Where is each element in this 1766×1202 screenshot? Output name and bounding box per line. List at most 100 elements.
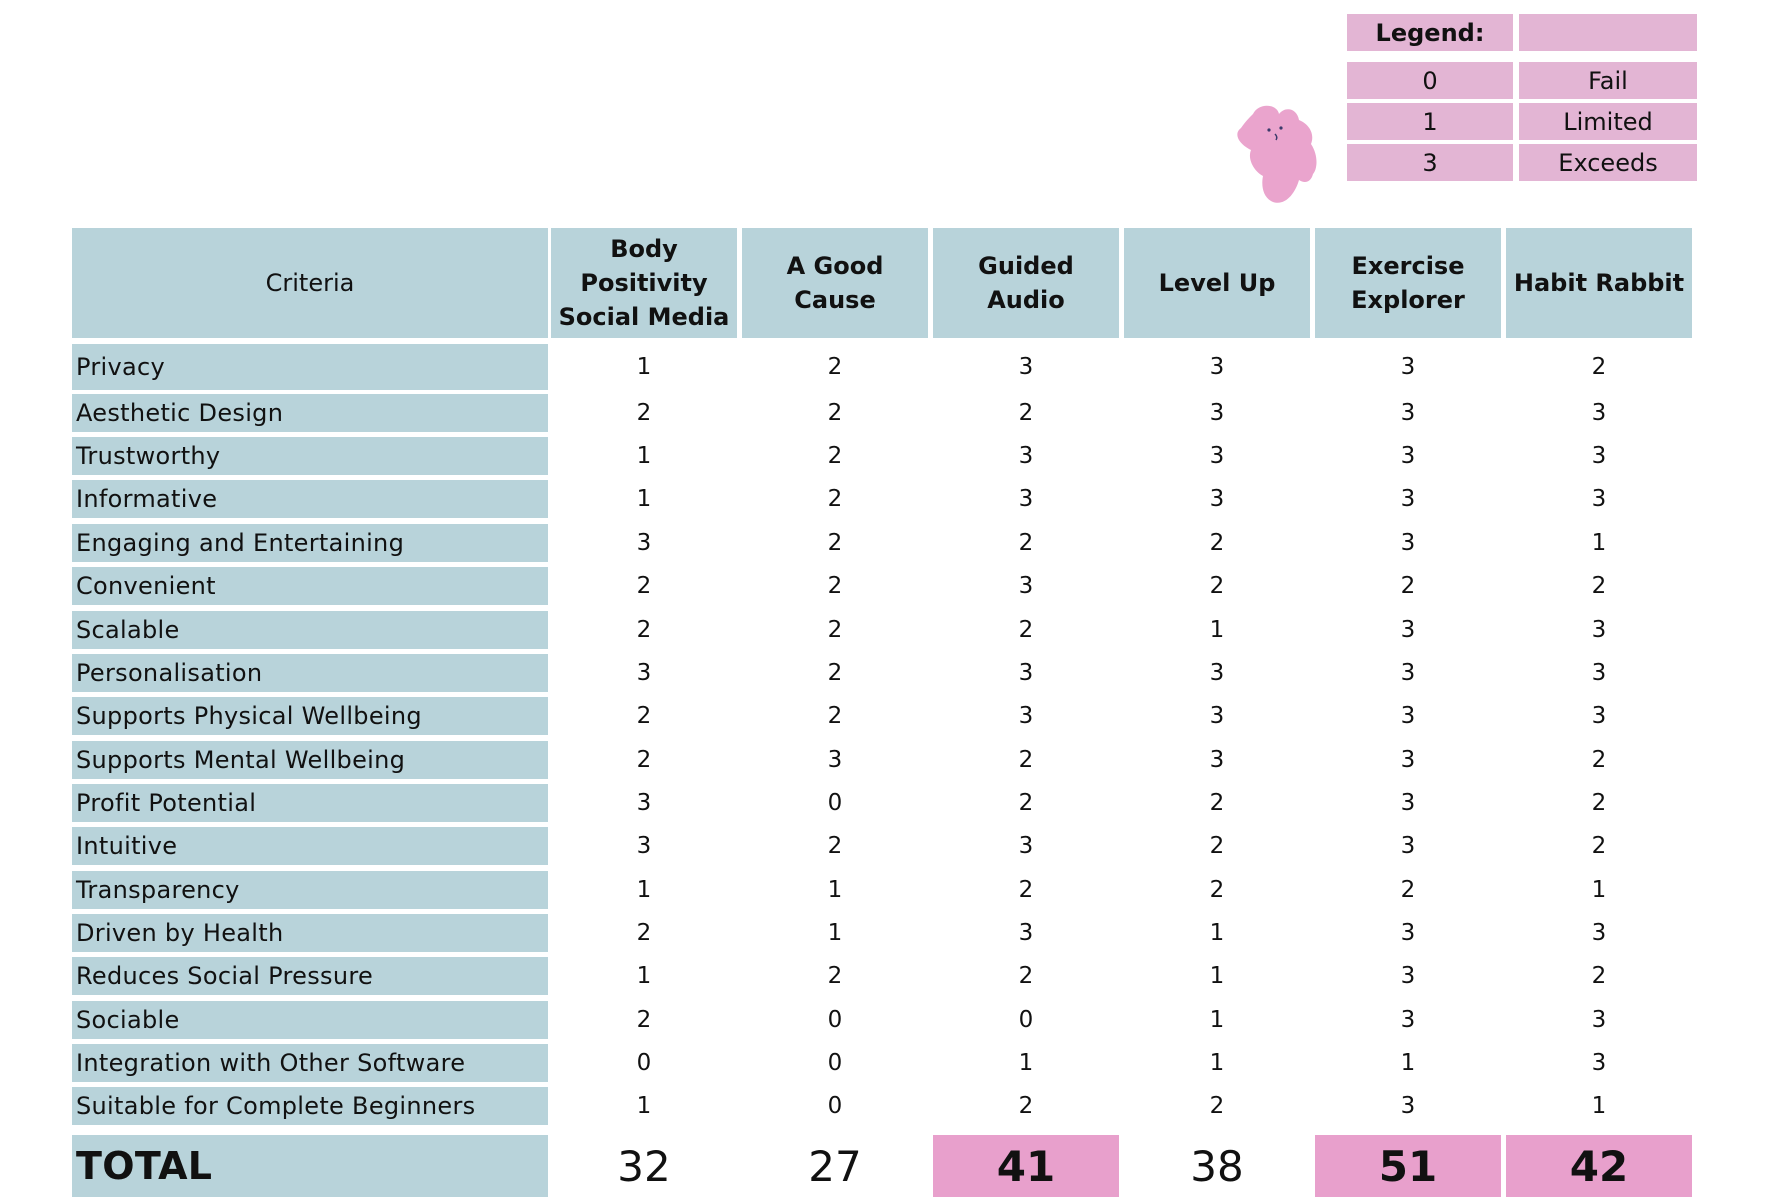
score-cell: 3 [1591, 1007, 1607, 1033]
score-cell: 1 [636, 443, 652, 469]
score-cell: 2 [1018, 617, 1034, 643]
score-cell: 2 [827, 573, 843, 599]
total-cell: 42 [1506, 1135, 1692, 1197]
score-cell: 3 [1209, 486, 1225, 512]
row-criterion-label: Aesthetic Design [72, 394, 548, 432]
score-cell: 3 [1400, 963, 1416, 989]
score-cell: 3 [1591, 1050, 1607, 1076]
score-cell: 2 [636, 920, 652, 946]
score-cell: 3 [1400, 486, 1416, 512]
score-cell: 2 [1400, 877, 1416, 903]
score-cell: 2 [1591, 963, 1607, 989]
score-cell: 2 [827, 617, 843, 643]
score-cell: 3 [1018, 443, 1034, 469]
score-cell: 0 [827, 1093, 843, 1119]
total-label: TOTAL [72, 1135, 548, 1197]
column-header: Guided Audio [933, 228, 1119, 338]
score-cell: 3 [1400, 660, 1416, 686]
score-cell: 3 [1400, 1007, 1416, 1033]
score-cell: 3 [1018, 573, 1034, 599]
column-header: Body Positivity Social Media [551, 228, 737, 338]
score-cell: 2 [636, 617, 652, 643]
score-cell: 3 [1018, 354, 1034, 380]
score-cell: 2 [1018, 400, 1034, 426]
score-cell: 3 [1209, 400, 1225, 426]
legend-header-blank [1519, 14, 1697, 51]
score-cell: 2 [827, 530, 843, 556]
score-cell: 1 [1591, 530, 1607, 556]
score-cell: 2 [827, 833, 843, 859]
score-cell: 2 [1018, 747, 1034, 773]
score-cell: 2 [1209, 530, 1225, 556]
score-cell: 3 [1400, 443, 1416, 469]
score-cell: 2 [636, 1007, 652, 1033]
row-criterion-label: Trustworthy [72, 437, 548, 475]
score-cell: 3 [1400, 1093, 1416, 1119]
score-cell: 1 [1209, 963, 1225, 989]
score-cell: 2 [827, 486, 843, 512]
legend-header-row: Legend: [1347, 14, 1697, 51]
score-cell: 3 [1400, 920, 1416, 946]
score-cell: 2 [636, 400, 652, 426]
score-cell: 2 [1209, 1093, 1225, 1119]
row-criterion-label: Privacy [72, 344, 548, 390]
score-cell: 0 [636, 1050, 652, 1076]
score-cell: 2 [1209, 573, 1225, 599]
legend-score: 3 [1347, 144, 1513, 181]
legend-meaning: Fail [1519, 62, 1697, 99]
score-cell: 2 [1591, 573, 1607, 599]
legend-score: 0 [1347, 62, 1513, 99]
criteria-header: Criteria [72, 228, 548, 338]
score-cell: 0 [827, 790, 843, 816]
score-cell: 2 [827, 400, 843, 426]
score-cell: 3 [636, 790, 652, 816]
row-criterion-label: Intuitive [72, 827, 548, 865]
score-cell: 2 [1591, 833, 1607, 859]
score-cell: 0 [1018, 1007, 1034, 1033]
score-cell: 3 [1018, 920, 1034, 946]
score-cell: 1 [1018, 1050, 1034, 1076]
score-cell: 2 [1018, 530, 1034, 556]
score-cell: 3 [1591, 400, 1607, 426]
row-criterion-label: Sociable [72, 1001, 548, 1039]
score-cell: 2 [1591, 354, 1607, 380]
score-cell: 1 [636, 1093, 652, 1119]
score-cell: 1 [636, 963, 652, 989]
score-cell: 3 [1591, 920, 1607, 946]
legend-meaning: Exceeds [1519, 144, 1697, 181]
row-criterion-label: Profit Potential [72, 784, 548, 822]
score-cell: 3 [636, 530, 652, 556]
legend-score: 1 [1347, 103, 1513, 140]
score-cell: 2 [1400, 573, 1416, 599]
row-criterion-label: Supports Mental Wellbeing [72, 741, 548, 779]
score-cell: 3 [1400, 530, 1416, 556]
score-cell: 3 [1591, 660, 1607, 686]
legend-row: 3 Exceeds [1347, 144, 1697, 181]
total-cell: 32 [617, 1141, 671, 1191]
total-cell: 41 [933, 1135, 1119, 1197]
column-header: Level Up [1124, 228, 1310, 338]
score-cell: 1 [827, 920, 843, 946]
score-cell: 2 [1209, 790, 1225, 816]
score-cell: 3 [636, 833, 652, 859]
score-cell: 2 [1018, 1093, 1034, 1119]
score-cell: 3 [1209, 703, 1225, 729]
score-cell: 3 [1400, 833, 1416, 859]
score-cell: 1 [1209, 617, 1225, 643]
row-criterion-label: Convenient [72, 567, 548, 605]
score-cell: 2 [1591, 790, 1607, 816]
row-criterion-label: Supports Physical Wellbeing [72, 697, 548, 735]
score-cell: 3 [1400, 400, 1416, 426]
row-criterion-label: Reduces Social Pressure [72, 957, 548, 995]
column-header: Habit Rabbit [1506, 228, 1692, 338]
total-cell: 38 [1190, 1141, 1244, 1191]
score-cell: 2 [827, 660, 843, 686]
score-cell: 2 [636, 703, 652, 729]
score-cell: 1 [1209, 1050, 1225, 1076]
score-cell: 3 [1400, 703, 1416, 729]
score-cell: 3 [1591, 443, 1607, 469]
row-criterion-label: Personalisation [72, 654, 548, 692]
row-criterion-label: Transparency [72, 871, 548, 909]
score-cell: 0 [827, 1007, 843, 1033]
score-cell: 3 [1209, 660, 1225, 686]
